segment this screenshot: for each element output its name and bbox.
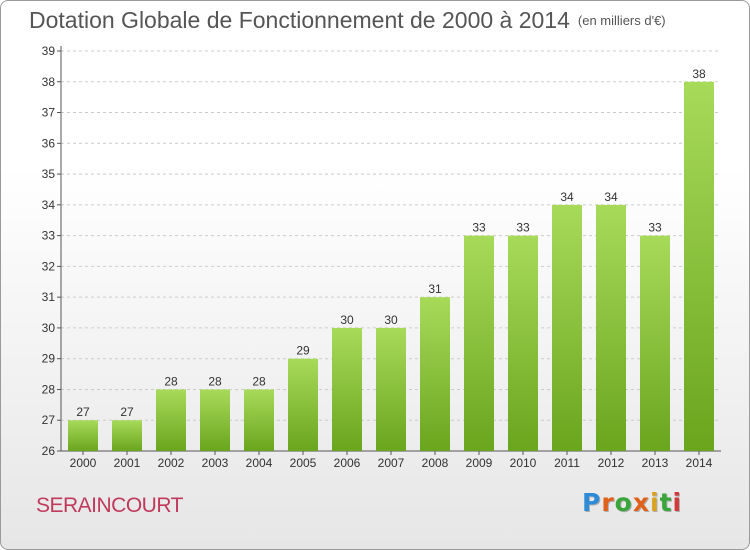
bar-value-label: 38 (692, 67, 706, 81)
y-tick-labels: 26 27 28 29 30 31 32 33 34 35 36 37 38 39 (42, 44, 56, 458)
bar-value-label: 33 (516, 221, 530, 235)
y-tick-label: 39 (42, 44, 56, 58)
bar (376, 327, 406, 451)
bar-value-label: 30 (340, 313, 354, 327)
y-tick-label: 38 (42, 75, 56, 89)
bar (288, 358, 318, 451)
x-tick-label: 2013 (642, 456, 669, 470)
x-tick-label: 2008 (422, 456, 449, 470)
x-tick-label: 2001 (114, 456, 141, 470)
bar (112, 420, 142, 451)
logo-letter: x (632, 488, 650, 517)
bar (156, 389, 186, 451)
y-tick-label: 33 (42, 229, 56, 243)
bar (596, 204, 626, 451)
y-tick-label: 36 (42, 136, 56, 150)
y-tick-label: 30 (42, 321, 56, 335)
bar (200, 389, 230, 451)
y-tick-label: 34 (42, 198, 56, 212)
bar-value-label: 33 (472, 221, 486, 235)
x-tick-label: 2007 (378, 456, 405, 470)
y-tick-label: 32 (42, 259, 56, 273)
bar (332, 327, 362, 451)
bar (244, 389, 274, 451)
bar (508, 235, 538, 451)
bar-value-label: 31 (428, 282, 442, 296)
x-tick-label: 2003 (202, 456, 229, 470)
bar (68, 420, 98, 451)
logo-letter: i (650, 488, 660, 517)
x-tick-label: 2004 (246, 456, 273, 470)
x-tick-label: 2014 (686, 456, 713, 470)
commune-name: SERAINCOURT (36, 494, 183, 517)
proxiti-logo: Proxiti (582, 488, 682, 517)
logo-letter: t (659, 488, 673, 517)
bar-value-label: 29 (296, 344, 310, 358)
bars (68, 81, 714, 452)
chart-title: Dotation Globale de Fonctionnement de 20… (29, 7, 666, 34)
logo-letter: r (601, 488, 615, 517)
logo-letter: o (614, 488, 633, 517)
bar-value-label: 30 (384, 313, 398, 327)
bar (420, 297, 450, 451)
x-tick-label: 2005 (290, 456, 317, 470)
bar-value-label: 27 (76, 405, 90, 419)
x-tick-label: 2006 (334, 456, 361, 470)
x-tick-labels: 2000 2001 2002 2003 2004 2005 2006 2007 2008 2009… (70, 456, 713, 470)
bar-value-label: 34 (604, 190, 618, 204)
x-tick-label: 2002 (158, 456, 185, 470)
chart-title-text: Dotation Globale de Fonctionnement de 20… (29, 7, 570, 33)
y-tick-label: 31 (42, 290, 56, 304)
x-tick-label: 2009 (466, 456, 493, 470)
y-tick-label: 29 (42, 352, 56, 366)
y-tick-label: 26 (42, 444, 56, 458)
bar-value-label: 28 (252, 374, 266, 388)
bar (640, 235, 670, 451)
y-tick-label: 27 (42, 413, 56, 427)
bar (552, 204, 582, 451)
bar (684, 81, 714, 452)
y-tick-label: 35 (42, 167, 56, 181)
y-tick-label: 28 (42, 382, 56, 396)
x-tick-label: 2011 (554, 456, 580, 470)
logo-letter: i (672, 488, 683, 517)
logo-letter: P (582, 488, 602, 517)
bar-value-label: 34 (560, 190, 574, 204)
value-labels: 27 27 28 28 28 29 30 30 31 33 33 34 34 33 38 (76, 67, 706, 419)
bar-value-label: 28 (164, 374, 178, 388)
bar (464, 235, 494, 451)
bar-value-label: 33 (648, 221, 662, 235)
x-tick-label: 2010 (510, 456, 537, 470)
x-tick-label: 2000 (70, 456, 97, 470)
y-tick-label: 37 (42, 106, 56, 120)
bar-value-label: 27 (120, 405, 134, 419)
bar-value-label: 28 (208, 374, 222, 388)
chart-subtitle: (en milliers d'€) (577, 13, 666, 28)
x-tick-label: 2012 (598, 456, 625, 470)
